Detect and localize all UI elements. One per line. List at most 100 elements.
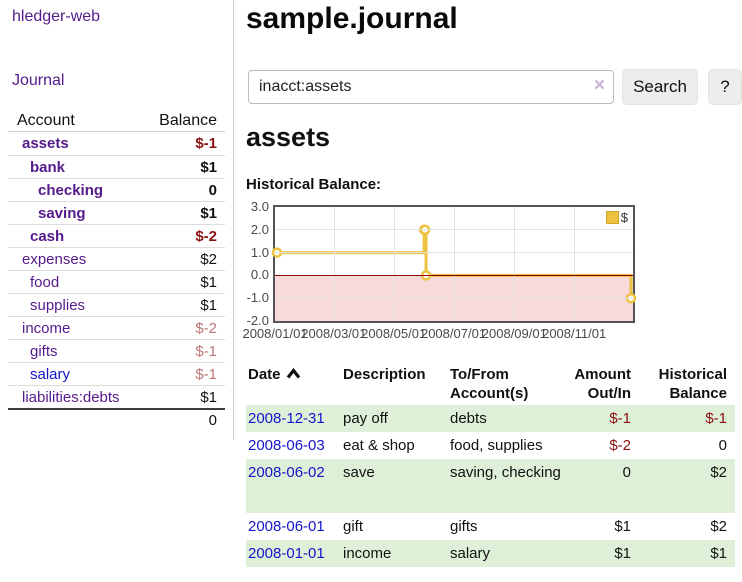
table-row: 2008-06-02 save saving, checking 0 $2: [246, 459, 735, 513]
account-link-supplies[interactable]: supplies: [30, 296, 86, 314]
account-link-gifts[interactable]: gifts: [30, 342, 58, 360]
x-tick-label: 2008/09/01: [481, 326, 547, 341]
account-row: saving $1: [8, 201, 225, 224]
chart-title: Historical Balance:: [246, 176, 382, 193]
accounts-header-balance: Balance: [159, 111, 217, 129]
sidebar-divider: [233, 0, 234, 440]
transaction-balance: $2: [710, 464, 727, 481]
zero-line: [275, 274, 633, 276]
accounts-header: To/From Account(s): [450, 366, 529, 402]
accounts-table: Account Balance assets $-1 bank $1 check…: [8, 110, 225, 431]
transaction-description: gift: [343, 518, 364, 535]
account-row: supplies $1: [8, 293, 225, 316]
table-row: 2008-06-01 gift gifts $1 $2: [246, 513, 735, 540]
account-balance: $-1: [195, 135, 217, 152]
account-row: assets $-1: [8, 132, 225, 155]
amount-header: Amount Out/In: [574, 366, 631, 402]
account-balance: $-1: [195, 342, 217, 360]
transaction-description: eat & shop: [343, 437, 415, 454]
account-balance: $-1: [195, 365, 217, 383]
account-link-cash[interactable]: cash: [30, 227, 65, 245]
transaction-balance: $1: [710, 545, 727, 562]
transaction-amount: $-1: [609, 410, 631, 427]
x-tick-label: 2008/03/01: [301, 326, 367, 341]
transaction-amount: $-2: [609, 437, 631, 454]
transaction-description: income: [343, 545, 392, 562]
account-link-salary[interactable]: salary: [30, 365, 71, 383]
transaction-amount: $1: [614, 545, 631, 562]
legend-swatch-icon: [605, 211, 619, 224]
account-row: expenses $2: [8, 247, 225, 270]
transaction-accounts: salary: [450, 545, 491, 562]
transaction-accounts: gifts: [450, 518, 478, 535]
account-balance: $1: [200, 158, 217, 176]
x-tick-label: 2008/01/01: [242, 326, 308, 341]
account-link-saving[interactable]: saving: [38, 204, 86, 222]
transaction-balance: $2: [710, 518, 727, 535]
account-row: income $-2: [8, 316, 225, 339]
account-heading: assets: [246, 122, 331, 152]
account-link-checking[interactable]: checking: [38, 181, 104, 199]
description-header: Description: [343, 366, 426, 383]
account-row: checking 0: [8, 178, 225, 201]
account-row: liabilities:debts $1: [8, 385, 225, 408]
account-link-income[interactable]: income: [22, 319, 71, 337]
transaction-balance: 0: [718, 437, 727, 454]
y-tick-label: -1.0: [246, 290, 269, 306]
sort-ascending-icon: [286, 365, 301, 384]
transaction-accounts: food, supplies: [450, 437, 543, 454]
nav-journal-link[interactable]: Journal: [12, 72, 65, 89]
balance-header: Historical Balance: [658, 366, 727, 402]
y-tick-label: 2.0: [250, 221, 269, 237]
y-tick-label: 1.0: [250, 244, 269, 260]
accounts-table-header: Account Balance: [8, 110, 225, 132]
table-row: 2008-01-01 income salary $1 $1: [246, 540, 735, 567]
account-row: bank $1: [8, 155, 225, 178]
search-button[interactable]: Search: [622, 69, 698, 105]
account-row: food $1: [8, 270, 225, 293]
register-table: Date Description To/From Account(s) Amou…: [246, 363, 735, 567]
account-row: gifts $-1: [8, 339, 225, 362]
search-input[interactable]: [248, 70, 614, 104]
accounts-header-account: Account: [17, 111, 75, 129]
transaction-date-link[interactable]: 2008-12-31: [248, 410, 325, 427]
x-gridline: [514, 207, 516, 321]
help-button[interactable]: ?: [708, 69, 742, 105]
transaction-description: save: [343, 464, 375, 481]
account-balance: $1: [200, 273, 217, 291]
account-link-assets[interactable]: assets: [22, 135, 69, 152]
account-balance: $-2: [195, 319, 217, 337]
account-balance: $1: [200, 296, 217, 314]
y-tick-label: 3.0: [250, 199, 269, 214]
transaction-date-link[interactable]: 2008-06-01: [248, 518, 325, 535]
account-link-food[interactable]: food: [30, 273, 60, 291]
transaction-amount: $1: [614, 518, 631, 535]
chart-plot-inner: $: [271, 207, 637, 321]
y-tick-label: 0.0: [250, 267, 269, 283]
account-link-expenses[interactable]: expenses: [22, 250, 87, 268]
transaction-date-link[interactable]: 2008-01-01: [248, 545, 325, 562]
x-gridline: [453, 207, 455, 321]
search-bar: ×: [248, 70, 614, 104]
chart-legend: $: [605, 210, 628, 225]
account-row: cash $-2: [8, 224, 225, 247]
clear-search-icon[interactable]: ×: [593, 75, 605, 96]
sort-by-date-header[interactable]: Date: [246, 365, 343, 403]
transaction-date-link[interactable]: 2008-06-02: [248, 464, 325, 481]
transaction-accounts: debts: [450, 410, 487, 427]
account-balance: $-2: [195, 227, 217, 245]
accounts-total-row: 0: [8, 408, 225, 431]
accounts-total-balance: 0: [208, 412, 217, 429]
transaction-accounts: saving, checking: [450, 464, 561, 481]
app-title-link[interactable]: hledger-web: [12, 8, 101, 25]
register-header-row: Date Description To/From Account(s) Amou…: [246, 363, 735, 405]
x-gridline: [574, 207, 576, 321]
account-link-bank[interactable]: bank: [30, 158, 66, 176]
transaction-date-link[interactable]: 2008-06-03: [248, 437, 325, 454]
account-balance: $2: [200, 250, 217, 268]
account-link-liabilities-debts[interactable]: liabilities:debts: [22, 388, 120, 406]
transaction-amount: 0: [622, 464, 631, 481]
chart-plot-area: $: [271, 205, 637, 323]
x-tick-label: 2008/05/01: [361, 326, 427, 341]
